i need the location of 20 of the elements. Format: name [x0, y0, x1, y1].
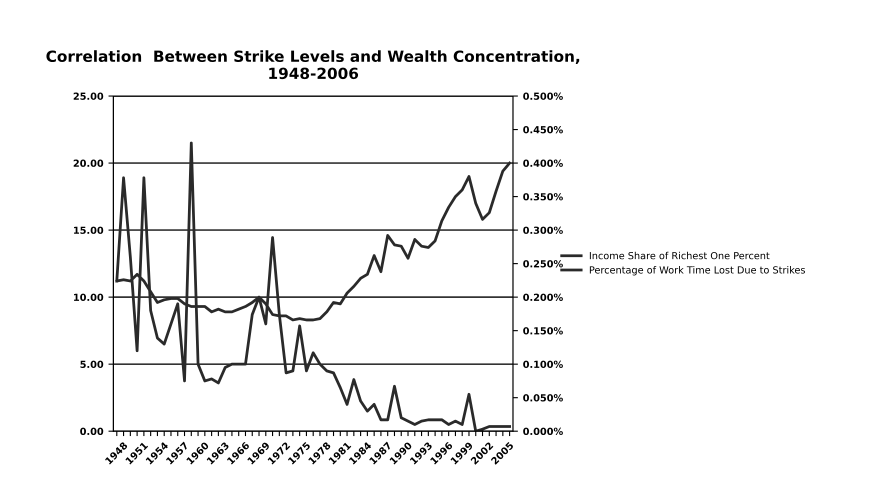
y2-tick-label: 0.000%: [523, 428, 563, 436]
y2-tick-label: 0.400%: [523, 160, 563, 167]
y-tick-label: 5.00: [80, 360, 104, 368]
y2-tick-label: 0.200%: [523, 294, 563, 301]
y2-tick-label: 0.250%: [523, 260, 563, 268]
y2-tick-label: 0.350%: [523, 193, 563, 200]
chart-title: Correlation Between Strike Levels and Wealth Concentration, 1948-2006: [46, 50, 580, 80]
legend-label: Percentage of Work Time Lost Due to Strikes: [590, 266, 806, 276]
y2-tick-label: 0.050%: [523, 394, 563, 402]
legend-label: Income Share of Richest One Percent: [590, 252, 770, 260]
y2-tick-label: 0.100%: [523, 360, 563, 368]
y-tick-label: 25.00: [74, 92, 104, 100]
y2-tick-label: 0.150%: [523, 327, 563, 334]
y-tick-label: 10.00: [74, 294, 104, 301]
y-tick-label: 15.00: [74, 226, 104, 234]
y2-tick-label: 0.450%: [523, 126, 563, 134]
y2-tick-label: 0.300%: [523, 226, 563, 234]
y2-tick-label: 0.500%: [523, 92, 563, 100]
y-tick-label: 0.00: [80, 428, 104, 436]
y-tick-label: 20.00: [74, 160, 104, 167]
